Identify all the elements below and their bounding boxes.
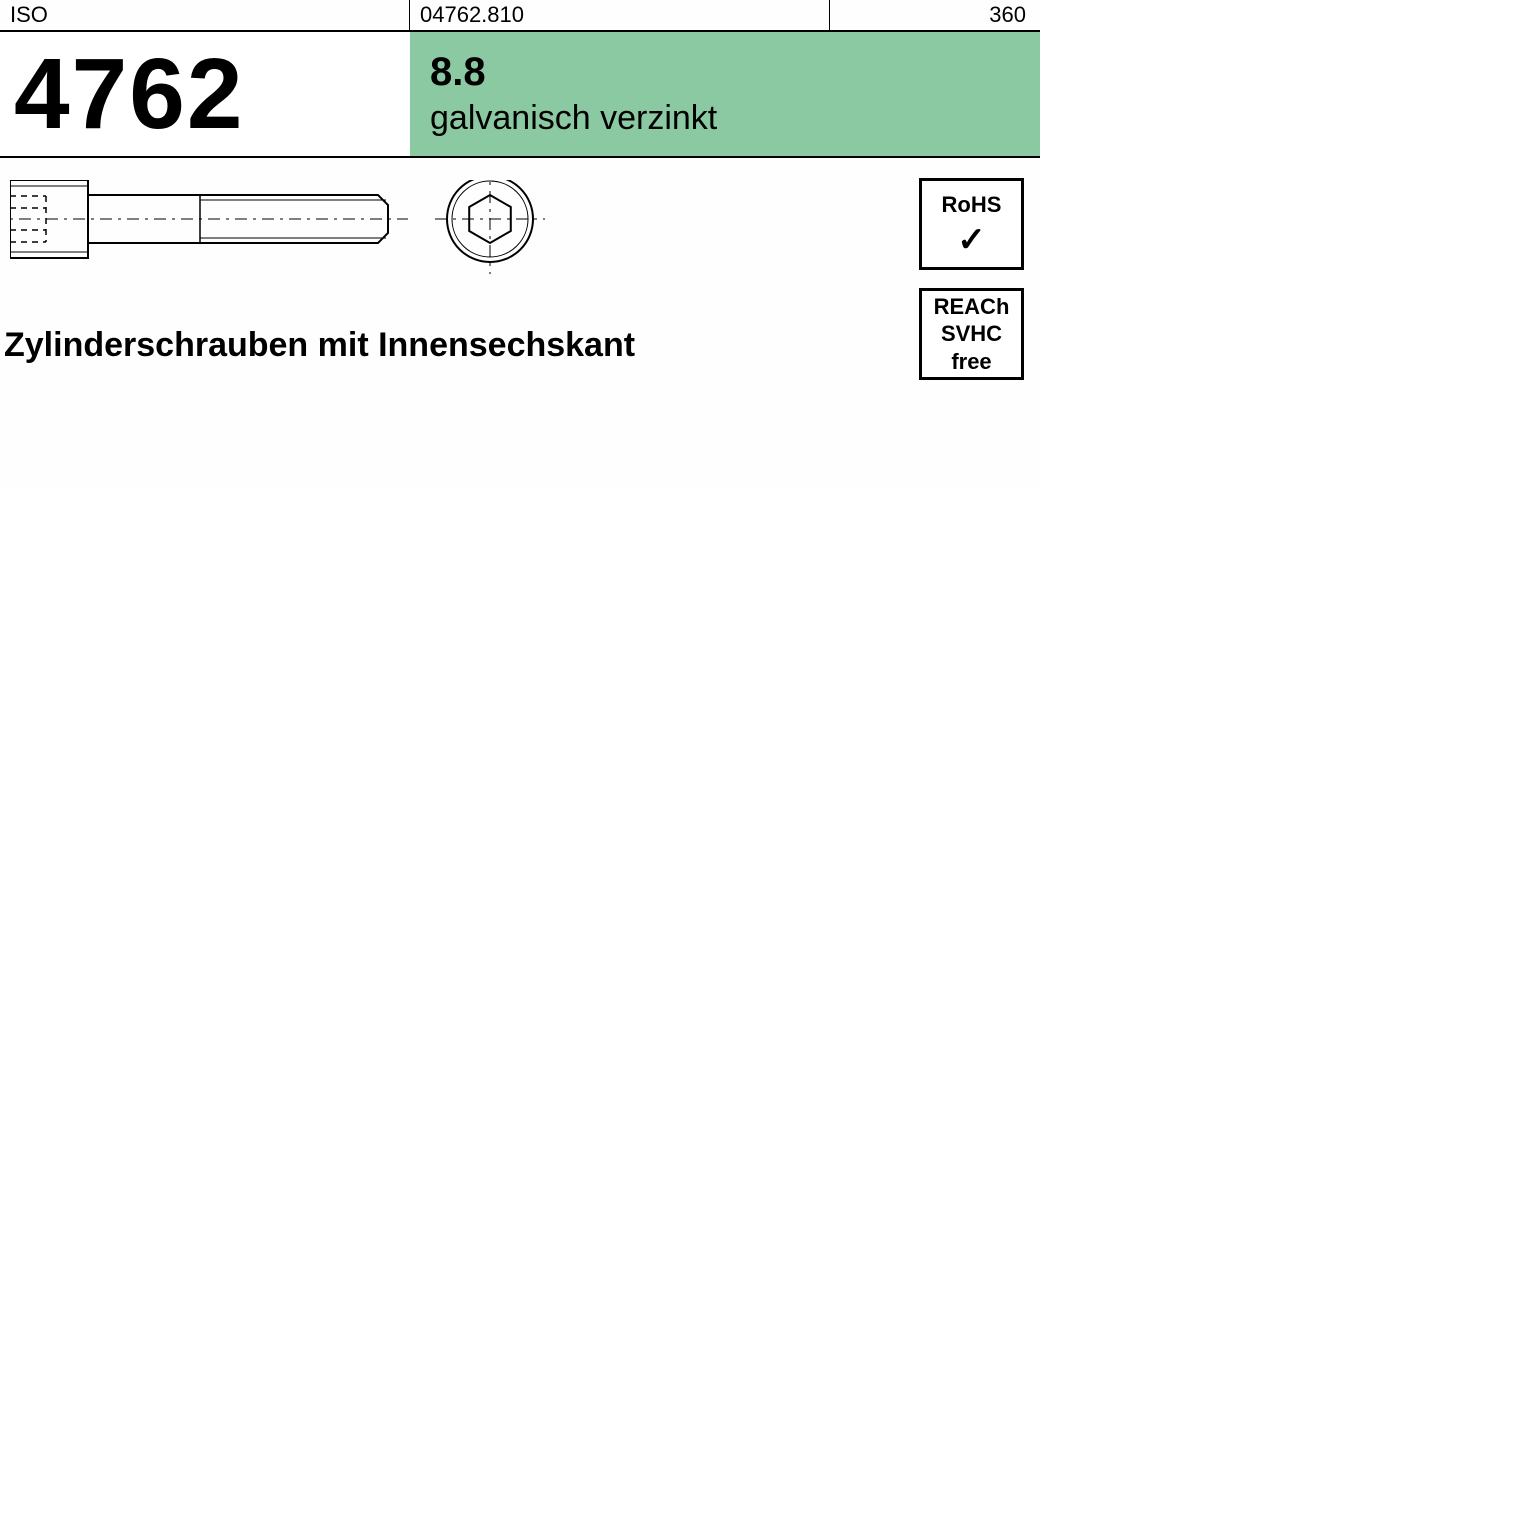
reach-line1: REACh (934, 293, 1010, 321)
product-title: Zylinderschrauben mit Innensechskant (4, 326, 635, 365)
strength-grade: 8.8 (430, 50, 1040, 95)
finish-text: galvanisch verzinkt (430, 99, 1040, 138)
spec-band: 4762 8.8 galvanisch verzinkt (0, 32, 1040, 158)
standard-number-cell: 4762 (0, 32, 410, 156)
iso-label: ISO (0, 0, 410, 30)
header-row: ISO 04762.810 360 (0, 0, 1040, 32)
screw-drawing-icon (10, 180, 570, 290)
angle-value: 360 (830, 0, 1040, 30)
drawing-row: RoHS ✓ REACh SVHC free (0, 158, 1040, 322)
reach-line2: SVHC (941, 320, 1002, 348)
spec-text-cell: 8.8 galvanisch verzinkt (410, 32, 1040, 156)
product-code: 04762.810 (410, 0, 830, 30)
datasheet-card: ISO 04762.810 360 4762 8.8 galvanisch ve… (0, 0, 1040, 488)
check-icon: ✓ (957, 223, 986, 257)
reach-line3: free (951, 348, 991, 376)
rohs-badge: RoHS ✓ (919, 178, 1024, 270)
standard-number: 4762 (14, 44, 244, 144)
compliance-badges: RoHS ✓ REACh SVHC free (919, 178, 1024, 380)
rohs-label: RoHS (942, 191, 1002, 219)
reach-badge: REACh SVHC free (919, 288, 1024, 380)
